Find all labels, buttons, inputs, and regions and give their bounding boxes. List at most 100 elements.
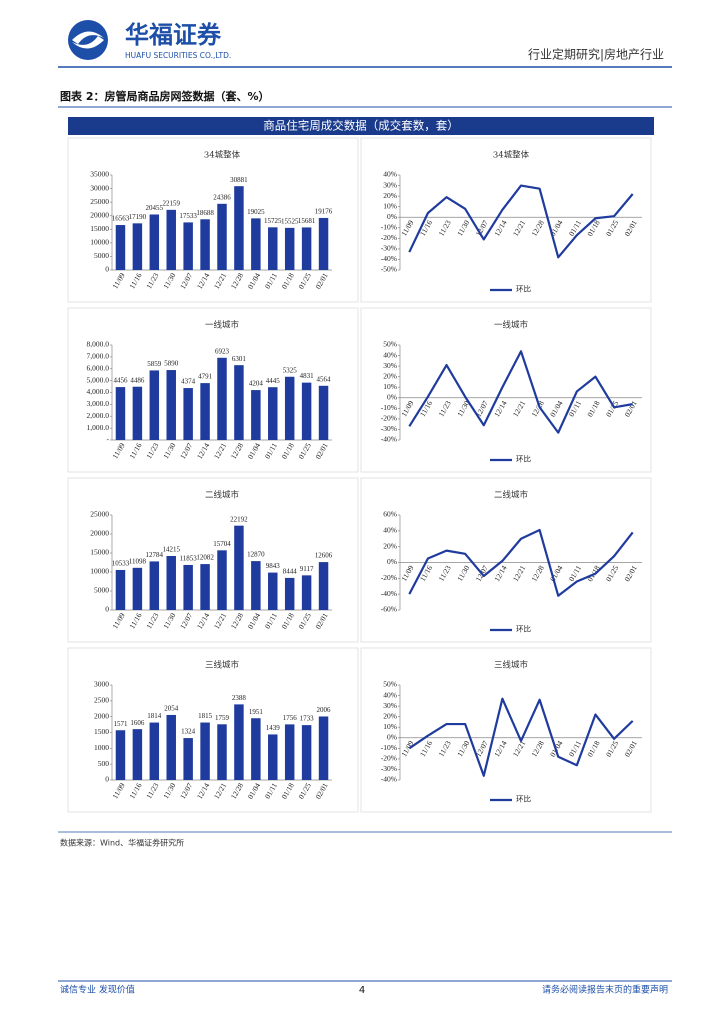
x-tick-label: 11/09 bbox=[110, 271, 126, 290]
bar bbox=[318, 716, 329, 780]
bar bbox=[268, 227, 278, 270]
y-tick-label: 3000 bbox=[94, 680, 109, 689]
x-tick-label: 01/18 bbox=[585, 399, 601, 419]
y-tick-label: 20% bbox=[383, 541, 397, 550]
chart-title: 二线城市 bbox=[205, 490, 240, 501]
bar bbox=[183, 388, 193, 440]
bar bbox=[251, 561, 261, 610]
y-tick-label: -40% bbox=[381, 254, 397, 263]
value-label: 4204 bbox=[249, 380, 264, 388]
x-tick-label: 11/30 bbox=[455, 739, 471, 758]
y-tick-label: 20% bbox=[383, 191, 397, 200]
bar bbox=[115, 387, 126, 440]
x-tick-label: 01/04 bbox=[246, 611, 262, 631]
y-tick-label: -30% bbox=[381, 764, 397, 773]
bar bbox=[268, 734, 278, 780]
x-tick-label: 01/11 bbox=[263, 271, 279, 290]
y-tick-label: 20% bbox=[383, 711, 397, 720]
y-tick-label: -40% bbox=[381, 589, 397, 598]
x-tick-label: 01/04 bbox=[548, 399, 564, 419]
bar bbox=[115, 730, 126, 780]
y-tick-label: -20% bbox=[381, 233, 397, 242]
value-label: 24386 bbox=[213, 193, 231, 201]
source: 数据来源：Wind、华福证券研究所 bbox=[60, 838, 184, 848]
y-tick-label: 20000 bbox=[90, 210, 109, 219]
bar bbox=[284, 577, 295, 610]
bar bbox=[301, 227, 312, 270]
y-tick-label: 0% bbox=[387, 392, 397, 401]
y-tick-label: -40% bbox=[381, 775, 397, 784]
value-label: 15725 bbox=[264, 217, 282, 225]
x-tick-label: 11/16 bbox=[127, 271, 143, 290]
x-tick-label: 01/18 bbox=[280, 611, 296, 631]
logo bbox=[68, 20, 108, 60]
line bbox=[408, 350, 633, 434]
y-tick-label: 5000 bbox=[94, 586, 109, 595]
bar bbox=[318, 562, 329, 610]
y-tick-label: 10% bbox=[383, 201, 397, 210]
value-label: 1951 bbox=[249, 708, 264, 716]
y-tick-label: 15000 bbox=[90, 548, 109, 557]
x-tick-label: 01/18 bbox=[280, 271, 296, 291]
x-tick-label: 12/28 bbox=[529, 739, 545, 759]
y-tick-label: 0 bbox=[105, 605, 109, 614]
x-tick-label: 01/25 bbox=[604, 564, 620, 584]
company-name: 华福证券 bbox=[125, 21, 222, 49]
x-tick-label: 12/07 bbox=[178, 781, 194, 801]
y-tick-label: 6,000.0 bbox=[87, 363, 110, 372]
x-tick-label: 11/09 bbox=[399, 739, 415, 758]
x-tick-label: 11/23 bbox=[144, 441, 160, 460]
x-tick-label: 02/01 bbox=[313, 441, 329, 461]
y-tick-label: 5,000.0 bbox=[87, 375, 110, 384]
value-label: 18688 bbox=[196, 209, 214, 217]
x-tick-label: 12/21 bbox=[212, 781, 228, 801]
y-tick-label: 0% bbox=[387, 732, 397, 741]
value-label: 4564 bbox=[317, 375, 332, 383]
y-tick-label: 8,000.0 bbox=[87, 340, 110, 349]
x-tick-label: 12/07 bbox=[178, 611, 194, 631]
x-tick-label: 11/16 bbox=[127, 611, 143, 630]
x-tick-label: 12/14 bbox=[492, 739, 508, 759]
x-tick-label: 12/28 bbox=[529, 218, 545, 238]
y-tick-label: 30% bbox=[383, 701, 397, 710]
bar bbox=[251, 718, 261, 780]
x-tick-label: 01/25 bbox=[296, 271, 312, 291]
x-tick-label: 11/09 bbox=[110, 611, 126, 630]
chart-title: 一线城市 bbox=[494, 320, 529, 331]
x-tick-label: 02/01 bbox=[623, 399, 639, 419]
bar bbox=[200, 722, 210, 780]
value-label: 1439 bbox=[266, 724, 281, 732]
bar bbox=[234, 704, 244, 780]
y-tick-label: 60% bbox=[383, 510, 397, 519]
chart-title: 34城整体 bbox=[493, 150, 530, 161]
x-tick-label: 12/28 bbox=[229, 271, 245, 291]
panel bbox=[67, 307, 359, 473]
x-tick-label: 12/28 bbox=[229, 781, 245, 801]
y-tick-label: 40% bbox=[383, 170, 397, 179]
x-tick-label: 11/30 bbox=[161, 441, 177, 460]
banner-text: 商品住宅周成交数据（成交套数，套） bbox=[263, 119, 459, 133]
y-tick-label: 25000 bbox=[90, 510, 109, 519]
x-tick-label: 02/01 bbox=[313, 611, 329, 631]
y-tick-label: 40% bbox=[383, 350, 397, 359]
value-label: 12082 bbox=[196, 554, 214, 562]
bar bbox=[149, 722, 160, 780]
value-label: 14215 bbox=[162, 546, 180, 554]
y-tick-label: 0 bbox=[105, 265, 109, 274]
x-tick-label: 01/25 bbox=[296, 781, 312, 801]
y-tick-label: -30% bbox=[381, 424, 397, 433]
y-tick-label: 50% bbox=[383, 340, 397, 349]
value-label: 1759 bbox=[215, 714, 230, 722]
value-label: 4445 bbox=[266, 377, 281, 385]
y-tick-label: 30% bbox=[383, 361, 397, 370]
value-label: 22192 bbox=[230, 515, 248, 523]
bar bbox=[301, 725, 312, 780]
value-label: 17190 bbox=[129, 213, 147, 221]
value-label: 20455 bbox=[146, 204, 164, 212]
value-label: 1324 bbox=[181, 728, 196, 736]
y-tick-label: 0% bbox=[387, 557, 397, 566]
y-tick-label: 3,000.0 bbox=[87, 399, 110, 408]
bar bbox=[318, 217, 329, 270]
value-label: 19176 bbox=[315, 208, 333, 216]
